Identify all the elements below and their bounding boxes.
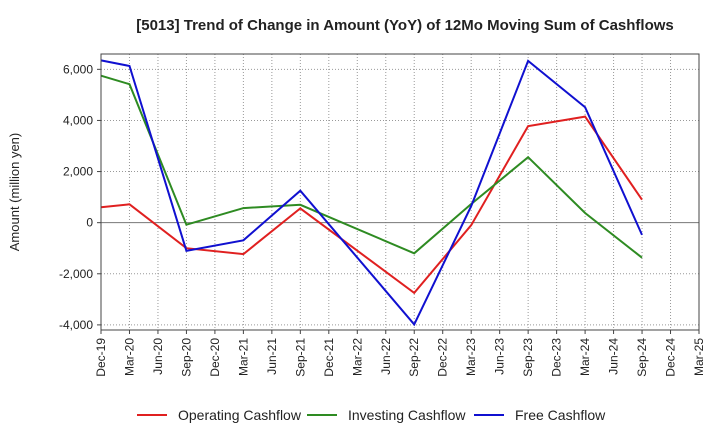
- y-tick-label: -2,000: [59, 267, 93, 281]
- x-tick-label: Dec-21: [322, 338, 336, 377]
- legend-label-free-cashflow: Free Cashflow: [515, 407, 606, 423]
- series-lines: [100, 59, 643, 327]
- x-tick-label: Mar-24: [578, 338, 592, 376]
- x-tick-label: Mar-20: [122, 338, 136, 376]
- y-axis-label: Amount (million yen): [7, 133, 22, 252]
- series-line-free-cashflow: [100, 59, 643, 327]
- plot-frame: [100, 53, 700, 331]
- y-tick-label: 0: [86, 216, 93, 230]
- x-tick-label: Mar-21: [236, 338, 250, 376]
- y-tick-label: 4,000: [63, 113, 93, 127]
- x-tick-label: Jun-21: [265, 338, 279, 375]
- y-axis-ticks: -4,000 -2,000 0 2,000 4,000 6,000: [59, 62, 101, 332]
- chart-title: [5013] Trend of Change in Amount (YoY) o…: [136, 17, 674, 34]
- x-tick-label: Sep-24: [635, 338, 649, 377]
- x-axis-ticks: Dec-19 Mar-20 Jun-20 Sep-20 Dec-20 Mar-21 Jun-…: [94, 330, 706, 377]
- x-tick-label: Sep-21: [293, 338, 307, 377]
- x-tick-label: Dec-24: [664, 338, 678, 377]
- x-tick-label: Sep-23: [521, 338, 535, 377]
- series-line-operating-cashflow: [100, 115, 643, 295]
- series-line-investing-cashflow: [100, 74, 643, 259]
- x-tick-label: Mar-23: [464, 338, 478, 376]
- x-tick-label: Dec-20: [208, 338, 222, 377]
- x-tick-label: Jun-22: [379, 338, 393, 375]
- x-tick-label: Mar-25: [692, 338, 706, 376]
- plot-area: [101, 54, 699, 330]
- x-tick-label: Jun-23: [493, 338, 507, 375]
- x-tick-label: Jun-24: [607, 338, 621, 375]
- x-tick-label: Sep-20: [179, 338, 193, 377]
- legend-label-operating-cashflow: Operating Cashflow: [178, 407, 302, 423]
- y-tick-label: -4,000: [59, 318, 93, 332]
- x-tick-label: Jun-20: [151, 338, 165, 375]
- y-tick-label: 2,000: [63, 165, 93, 179]
- x-tick-label: Dec-19: [94, 338, 108, 377]
- x-tick-label: Mar-22: [350, 338, 364, 376]
- legend-label-investing-cashflow: Investing Cashflow: [348, 407, 466, 423]
- legend: Operating Cashflow Investing Cashflow Free…: [137, 407, 606, 423]
- x-tick-label: Sep-22: [407, 338, 421, 377]
- x-tick-label: Dec-23: [550, 338, 564, 377]
- y-tick-label: 6,000: [63, 62, 93, 76]
- grid-lines: [101, 54, 699, 330]
- x-tick-label: Dec-22: [436, 338, 450, 377]
